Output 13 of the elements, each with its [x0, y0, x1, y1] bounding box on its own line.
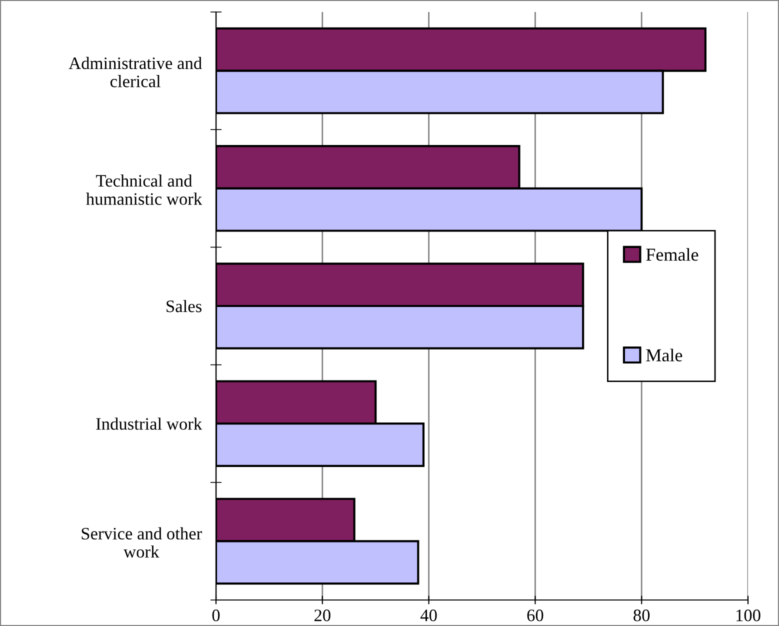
- y-tick-label: Administrative and clerical: [68, 56, 202, 88]
- legend-label: Male: [646, 348, 682, 362]
- legend-label: Female: [646, 248, 698, 261]
- y-tick-label: Technical and humanistic work: [86, 174, 202, 205]
- x-tick-label: 80: [634, 610, 650, 622]
- x-tick-label: 20: [314, 610, 330, 622]
- x-tick-label: 40: [420, 610, 437, 622]
- x-tick-label: 100: [736, 610, 760, 622]
- y-tick-label: Industrial work: [96, 418, 202, 430]
- x-tick-label: 0: [212, 610, 220, 622]
- y-tick-label: Service and other work: [82, 527, 202, 558]
- x-tick-label: 60: [527, 610, 544, 622]
- y-tick-label: Sales: [166, 300, 202, 312]
